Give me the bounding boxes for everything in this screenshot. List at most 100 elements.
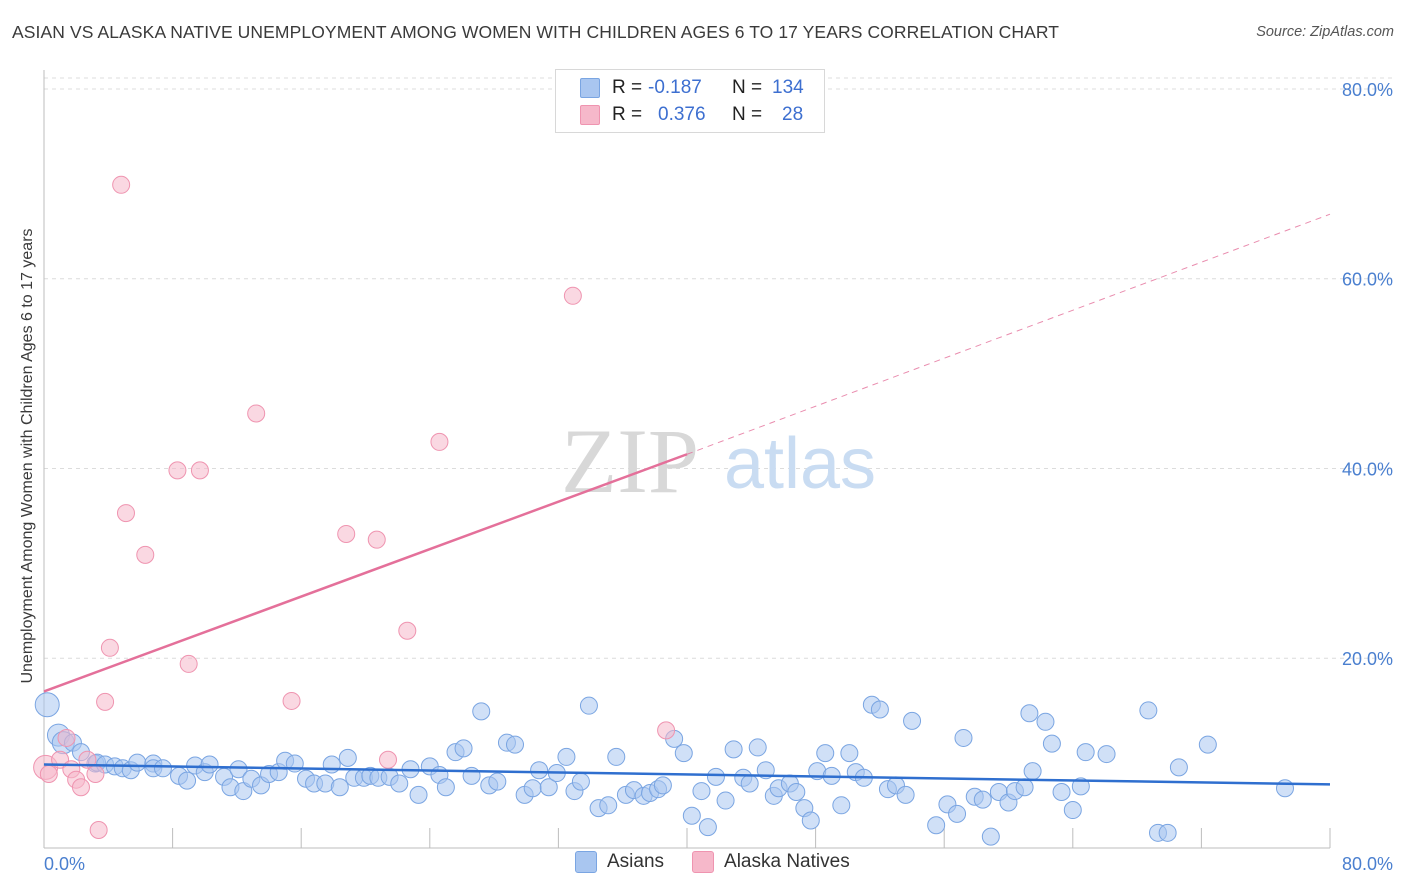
asian-point bbox=[1063, 801, 1082, 820]
asian-point bbox=[716, 791, 735, 810]
asian-point bbox=[973, 790, 992, 809]
asian-point bbox=[571, 772, 590, 791]
series-swatch-alaska-natives bbox=[692, 851, 715, 873]
native-point bbox=[86, 764, 105, 783]
asian-point bbox=[579, 696, 598, 715]
legend-n-value-alaska-natives: 28 bbox=[782, 104, 804, 125]
series-legend-asians[interactable]: Asians bbox=[575, 851, 664, 873]
native-point bbox=[247, 404, 266, 423]
asian-point bbox=[674, 744, 693, 763]
asian-point bbox=[454, 739, 473, 758]
asian-point bbox=[903, 711, 922, 730]
stats-legend: R = -0.187 N = 134 R = 0.376 N = 28 bbox=[555, 69, 825, 133]
asian-point bbox=[1139, 701, 1158, 720]
asian-point bbox=[1071, 777, 1090, 796]
asian-point bbox=[322, 755, 341, 774]
native-point bbox=[337, 524, 356, 543]
asian-points bbox=[34, 692, 1294, 846]
asian-point bbox=[724, 740, 743, 759]
asian-point bbox=[706, 767, 725, 786]
x-tick-label: 80.0% bbox=[1342, 854, 1393, 874]
asian-point bbox=[1042, 734, 1061, 753]
asian-point bbox=[692, 782, 711, 801]
legend-r-label: R = bbox=[612, 104, 643, 125]
native-points bbox=[33, 175, 676, 839]
asian-point bbox=[832, 796, 851, 815]
native-trend-extension bbox=[686, 213, 1331, 455]
series-legend-alaska-natives[interactable]: Alaska Natives bbox=[692, 851, 850, 873]
series-swatch-asians bbox=[575, 851, 597, 873]
asian-point bbox=[523, 779, 542, 798]
source-label: Source: ZipAtlas.com bbox=[1256, 24, 1394, 40]
asian-point bbox=[927, 816, 946, 835]
native-point bbox=[179, 654, 198, 673]
asian-point bbox=[330, 778, 349, 797]
native-point bbox=[136, 545, 155, 564]
watermark: ZIP atlas bbox=[561, 410, 876, 512]
legend-r-value-asians: -0.187 bbox=[648, 77, 702, 98]
legend-row-alaska-natives: R = 0.376 N = 28 bbox=[580, 103, 803, 127]
asian-point bbox=[153, 759, 172, 778]
asian-point bbox=[472, 702, 491, 721]
legend-r-value-alaska-natives: 0.376 bbox=[658, 104, 706, 125]
asian-point bbox=[954, 728, 973, 747]
asian-point bbox=[557, 747, 576, 766]
native-point bbox=[430, 432, 449, 451]
series-label-alaska-natives: Alaska Natives bbox=[724, 851, 850, 872]
legend-swatch-alaska-natives bbox=[580, 105, 600, 125]
asian-point bbox=[1023, 762, 1042, 781]
axes bbox=[43, 70, 1331, 849]
watermark-atlas: atlas bbox=[724, 424, 876, 504]
asian-point bbox=[740, 774, 759, 793]
native-point bbox=[379, 750, 398, 769]
asian-point bbox=[178, 771, 197, 790]
asian-point bbox=[1097, 745, 1116, 764]
asian-point bbox=[539, 778, 558, 797]
asian-point bbox=[896, 785, 915, 804]
native-point bbox=[96, 692, 115, 711]
asian-point bbox=[1015, 778, 1034, 797]
asian-point bbox=[981, 827, 1000, 846]
asian-point bbox=[34, 692, 60, 718]
legend-r-label: R = bbox=[612, 77, 643, 98]
native-point bbox=[100, 638, 119, 657]
native-point bbox=[71, 778, 90, 797]
native-point bbox=[39, 764, 58, 783]
asian-point bbox=[229, 760, 248, 779]
asian-point bbox=[801, 811, 820, 830]
asian-point bbox=[682, 806, 701, 825]
legend-n-value-asians: 134 bbox=[772, 77, 804, 98]
native-trend-line bbox=[43, 453, 688, 693]
native-point bbox=[398, 621, 417, 640]
native-point bbox=[57, 728, 76, 747]
series-legend: Asians Alaska Natives bbox=[575, 851, 878, 873]
asian-point bbox=[599, 796, 618, 815]
asian-point bbox=[1076, 743, 1095, 762]
asian-point bbox=[505, 735, 524, 754]
asian-point bbox=[698, 818, 717, 837]
legend-row-asians: R = -0.187 N = 134 bbox=[580, 76, 804, 100]
y-tick-label: 60.0% bbox=[1342, 270, 1393, 290]
asian-point bbox=[530, 761, 549, 780]
native-point bbox=[89, 820, 108, 839]
asian-point bbox=[787, 783, 806, 802]
asian-point bbox=[128, 753, 147, 772]
asian-point bbox=[409, 785, 428, 804]
asian-point bbox=[607, 747, 626, 766]
asian-point bbox=[436, 778, 455, 797]
asian-point bbox=[948, 804, 967, 823]
chart-title: ASIAN VS ALASKA NATIVE UNEMPLOYMENT AMON… bbox=[12, 22, 1060, 42]
y-tick-label: 20.0% bbox=[1342, 649, 1393, 669]
asian-point bbox=[748, 738, 767, 757]
series-label-asians: Asians bbox=[607, 851, 665, 872]
asian-point bbox=[1052, 783, 1071, 802]
asian-point bbox=[870, 700, 889, 719]
x-tick-label: 0.0% bbox=[44, 854, 85, 874]
legend-n-label: N = bbox=[732, 104, 763, 125]
asian-point bbox=[840, 744, 859, 763]
asian-point bbox=[653, 776, 672, 795]
asian-point bbox=[1169, 758, 1188, 777]
native-point bbox=[168, 461, 187, 480]
y-tick-label: 80.0% bbox=[1342, 80, 1393, 100]
